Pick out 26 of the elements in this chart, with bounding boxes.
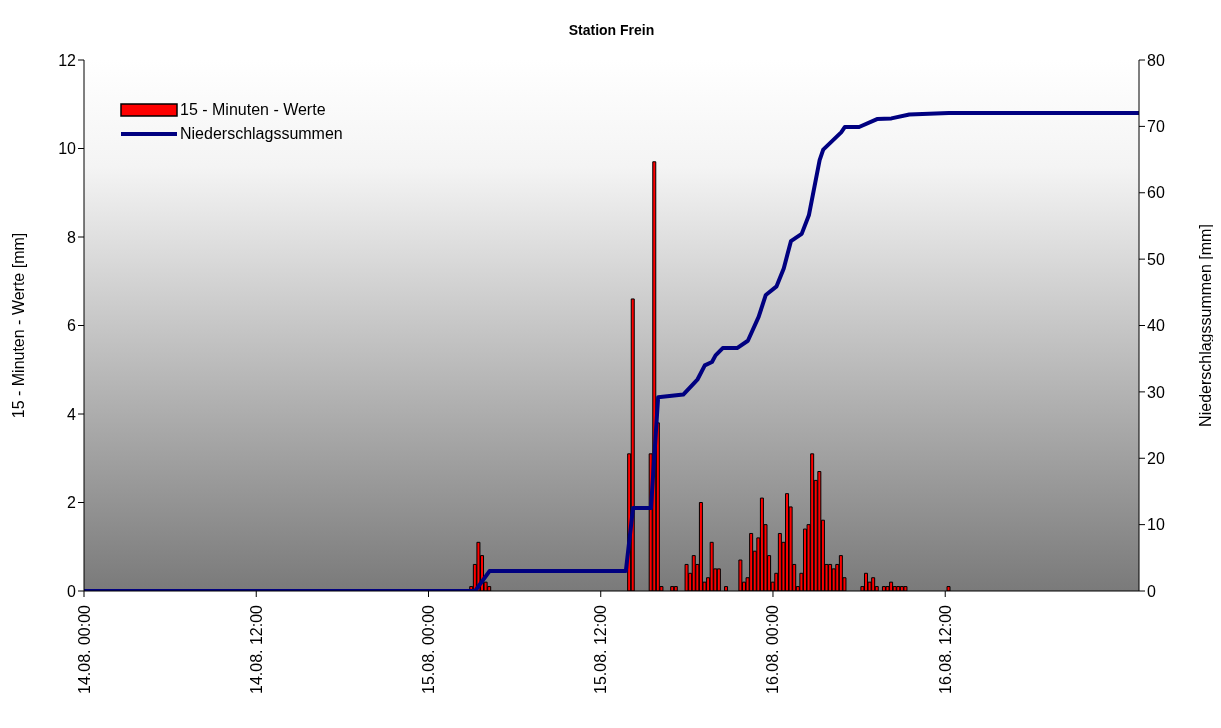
y-axis-title: 15 - Minuten - Werte [mm] (9, 232, 27, 419)
y-tick-label: 2 (67, 494, 77, 512)
y2-tick-label: 50 (1147, 250, 1165, 268)
y2-tick-label: 70 (1147, 118, 1165, 136)
chart-title: Station Frein (567, 22, 656, 38)
x-tick-label: 14.08. 12:00 (247, 604, 265, 694)
x-tick-label: 15.08. 00:00 (419, 604, 437, 694)
y2-tick-label: 20 (1147, 449, 1165, 467)
legend-label: Niederschlagssummen (180, 124, 343, 144)
y2-tick-label: 60 (1147, 184, 1165, 202)
y-tick-label: 6 (67, 317, 77, 335)
y-tick-label: 12 (58, 51, 77, 69)
y-tick-label: 8 (67, 228, 77, 246)
y2-tick-label: 30 (1147, 383, 1165, 401)
legend-label: 15 - Minuten - Werte (180, 100, 326, 120)
y2-tick-label: 40 (1147, 317, 1165, 335)
y-tick-label: 4 (67, 405, 77, 423)
y-tick-label: 10 (58, 140, 77, 158)
y2-tick-label: 10 (1147, 516, 1165, 534)
y2-tick-label: 80 (1147, 51, 1165, 69)
x-tick-label: 14.08. 00:00 (75, 604, 93, 694)
y-tick-label: 0 (67, 582, 77, 600)
x-tick-label: 16.08. 12:00 (936, 604, 954, 694)
y2-tick-label: 0 (1147, 582, 1156, 600)
x-tick-label: 16.08. 00:00 (764, 604, 782, 694)
x-tick-label: 15.08. 12:00 (592, 604, 610, 694)
